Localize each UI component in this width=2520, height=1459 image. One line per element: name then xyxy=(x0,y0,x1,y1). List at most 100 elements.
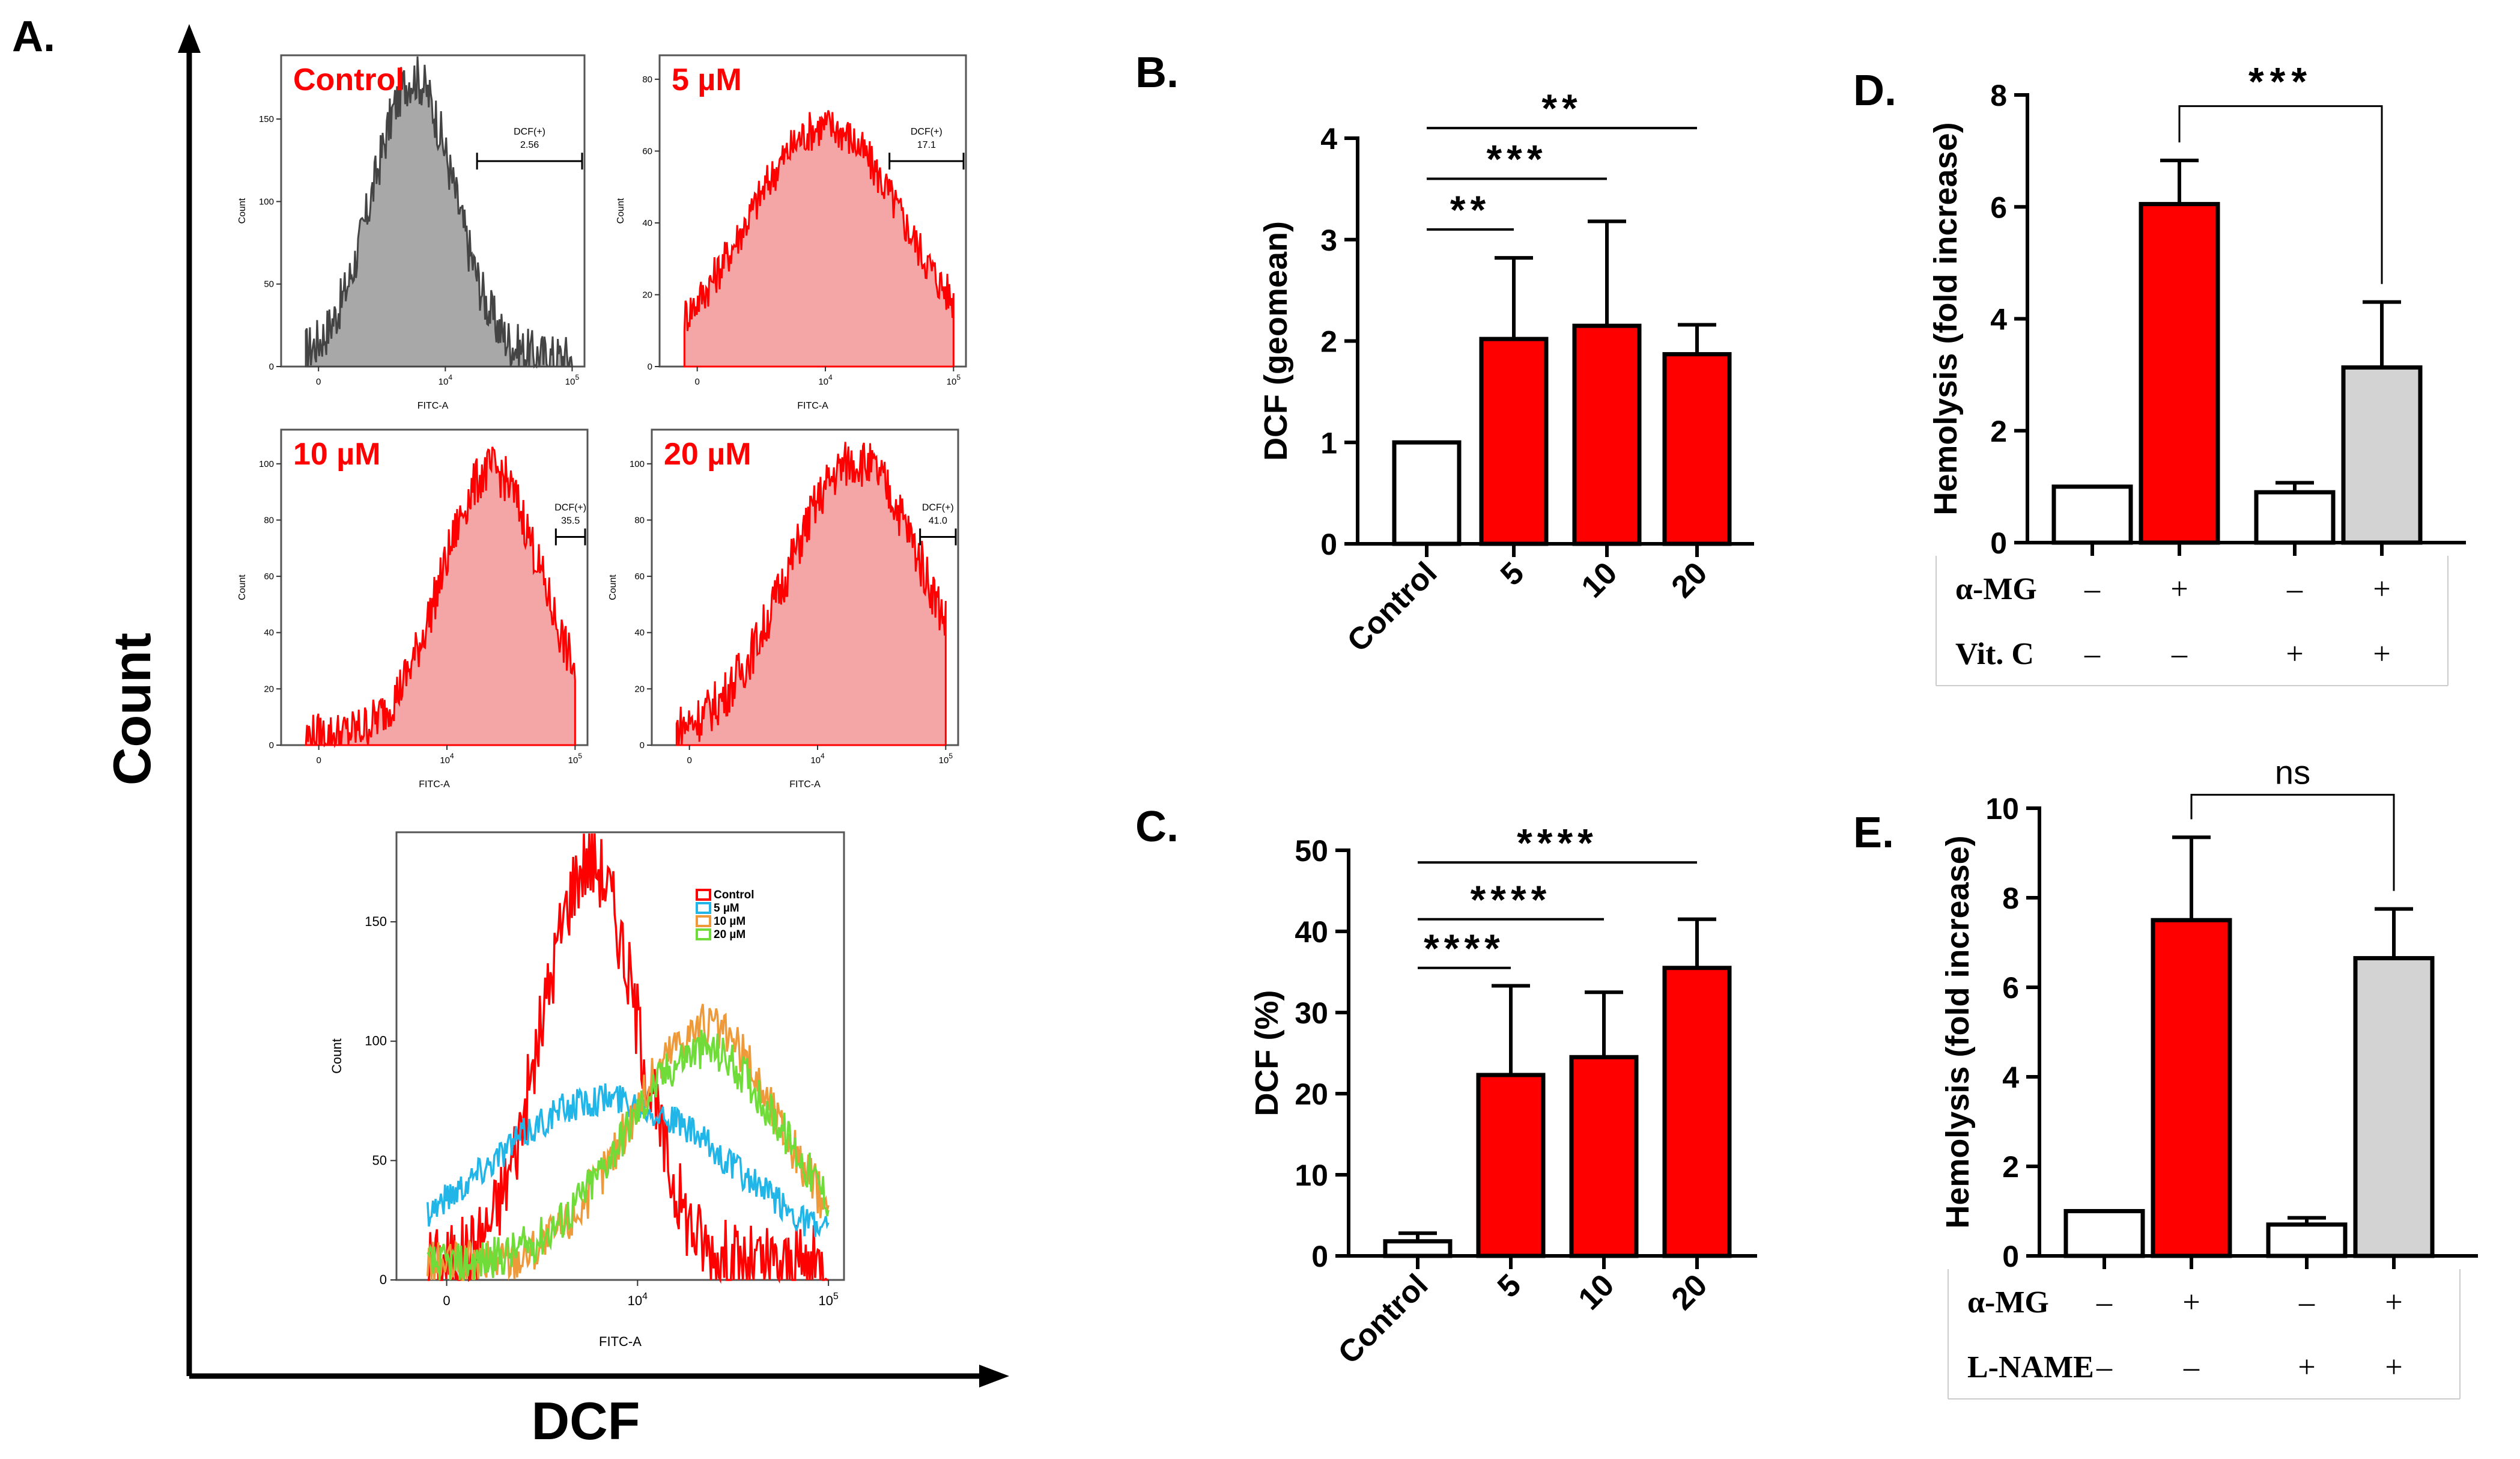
y-tick-label: 100 xyxy=(259,196,274,207)
y-tick-label: 50 xyxy=(372,1153,387,1168)
significance-bracket xyxy=(2178,105,2383,284)
y-tick-label: 40 xyxy=(1295,915,1328,949)
overlay-series-1 xyxy=(427,1083,830,1237)
table-cell: + xyxy=(2373,637,2390,671)
y-tick-label: 0 xyxy=(380,1272,387,1287)
y-tick-label: 8 xyxy=(1990,79,2007,112)
bar xyxy=(1662,966,1732,1258)
big-x-axis xyxy=(189,1365,1009,1387)
legend-label: Control xyxy=(714,889,754,901)
y-tick-label: 60 xyxy=(264,571,274,582)
y-tick-label: 20 xyxy=(1295,1077,1328,1111)
bar xyxy=(2254,490,2336,545)
x-tick-label: 104 xyxy=(810,752,825,766)
gate-label: DCF(+) xyxy=(922,503,954,513)
bar xyxy=(2151,918,2232,1258)
significance-label: **** xyxy=(1424,926,1505,970)
legend-label: 5 µM xyxy=(714,902,739,915)
table-cell: – xyxy=(2286,572,2303,606)
panel-label-c: C. xyxy=(1135,803,1179,851)
y-tick-label: 100 xyxy=(365,1034,387,1049)
x-tick-label: 0 xyxy=(694,377,699,387)
legend-swatch xyxy=(696,928,711,940)
y-tick-label: 60 xyxy=(642,146,652,156)
x-tick-label: 105 xyxy=(939,752,953,766)
x-tick-label: 105 xyxy=(565,373,580,387)
overlay-frame xyxy=(395,831,845,1281)
y-tick-label: 10 xyxy=(1985,792,2019,826)
y-tick-label: 100 xyxy=(630,459,645,469)
y-tick-label: 40 xyxy=(642,218,652,228)
panel-label-d: D. xyxy=(1853,67,1896,115)
y-tick-label: 3 xyxy=(1320,224,1337,257)
gate-value: 41.0 xyxy=(929,516,947,526)
table-row-label: α-MG xyxy=(1955,572,2037,606)
gate-value: 35.5 xyxy=(561,516,580,526)
table-cell: + xyxy=(2298,1350,2315,1384)
histogram-curve xyxy=(305,56,573,369)
big-y-axis xyxy=(178,24,201,1376)
x-tick-label: 104 xyxy=(440,752,454,766)
y-tick-label: 80 xyxy=(634,515,645,525)
y-tick-label: 4 xyxy=(2002,1061,2019,1094)
x-tick-label: 0 xyxy=(443,1293,450,1308)
histogram-3: 0 20 40 60 80 100 0 104 105 FITC-A Count DCF(+) 41.0… xyxy=(608,428,959,790)
histogram-title: 5 µM xyxy=(672,62,742,97)
histogram-title: 10 µM xyxy=(293,437,381,472)
table-cell: + xyxy=(2385,1285,2402,1320)
significance-label: **** xyxy=(1471,877,1552,922)
y-axis-label: Count xyxy=(616,198,626,224)
gate-label: DCF(+) xyxy=(554,503,586,513)
bar xyxy=(1569,1055,1639,1258)
y-tick-label: 2 xyxy=(1990,415,2007,448)
bar xyxy=(1383,1239,1453,1258)
big-x-label: DCF xyxy=(532,1391,640,1451)
y-axis-label: Hemolysis (fold increase) xyxy=(1940,835,1976,1228)
x-axis-label: FITC-A xyxy=(789,779,821,790)
y-axis-label: Count xyxy=(608,574,618,600)
y-tick-label: 20 xyxy=(642,290,652,300)
y-axis-label: DCF (%) xyxy=(1249,990,1285,1116)
bar-chart-D.: 0 2 4 6 8 Hemolysis (fold increase) *** α-MG – + –… xyxy=(1928,59,2466,686)
significance-label: ns xyxy=(2275,754,2310,791)
y-tick-label: 0 xyxy=(1311,1240,1328,1273)
gate-label: DCF(+) xyxy=(911,127,943,137)
legend-label: 20 µM xyxy=(714,928,745,941)
y-axis-label: Count xyxy=(237,198,247,224)
significance-label: ** xyxy=(1541,86,1582,130)
y-axis-label: Hemolysis (fold increase) xyxy=(1928,122,1964,515)
bar xyxy=(2051,484,2133,545)
x-axis-label: FITC-A xyxy=(419,779,450,790)
y-tick-label: 30 xyxy=(1295,996,1328,1030)
overlay-series-0 xyxy=(427,833,829,1284)
y-axis-label: DCF (geomean) xyxy=(1258,221,1294,461)
x-tick-label: 20 xyxy=(1665,1267,1714,1317)
y-tick-label: 150 xyxy=(259,114,274,124)
panel-label-b: B. xyxy=(1135,49,1179,97)
y-tick-label: 60 xyxy=(634,571,645,582)
x-tick-label: 105 xyxy=(947,373,961,387)
x-axis-label: FITC-A xyxy=(599,1334,642,1349)
y-tick-label: 6 xyxy=(2002,971,2019,1005)
table-cell: + xyxy=(2170,572,2188,606)
table-row-label: α-MG xyxy=(1967,1285,2049,1320)
y-tick-label: 0 xyxy=(648,362,652,372)
y-tick-label: 1 xyxy=(1320,426,1337,460)
x-tick-label: Control xyxy=(1332,1267,1435,1371)
table-cell: – xyxy=(2084,572,2101,606)
y-tick-label: 0 xyxy=(269,740,274,751)
x-tick-label: 0 xyxy=(316,377,321,387)
y-tick-label: 50 xyxy=(1295,834,1328,868)
y-tick-label: 4 xyxy=(1990,303,2007,337)
y-axis-label: Count xyxy=(329,1038,344,1074)
big-y-label: Count xyxy=(102,633,162,785)
x-tick-label: 104 xyxy=(439,373,453,387)
y-tick-label: 0 xyxy=(2002,1240,2019,1273)
bar xyxy=(1476,1073,1546,1258)
y-tick-label: 40 xyxy=(264,628,274,638)
gate-label: DCF(+) xyxy=(514,127,545,137)
